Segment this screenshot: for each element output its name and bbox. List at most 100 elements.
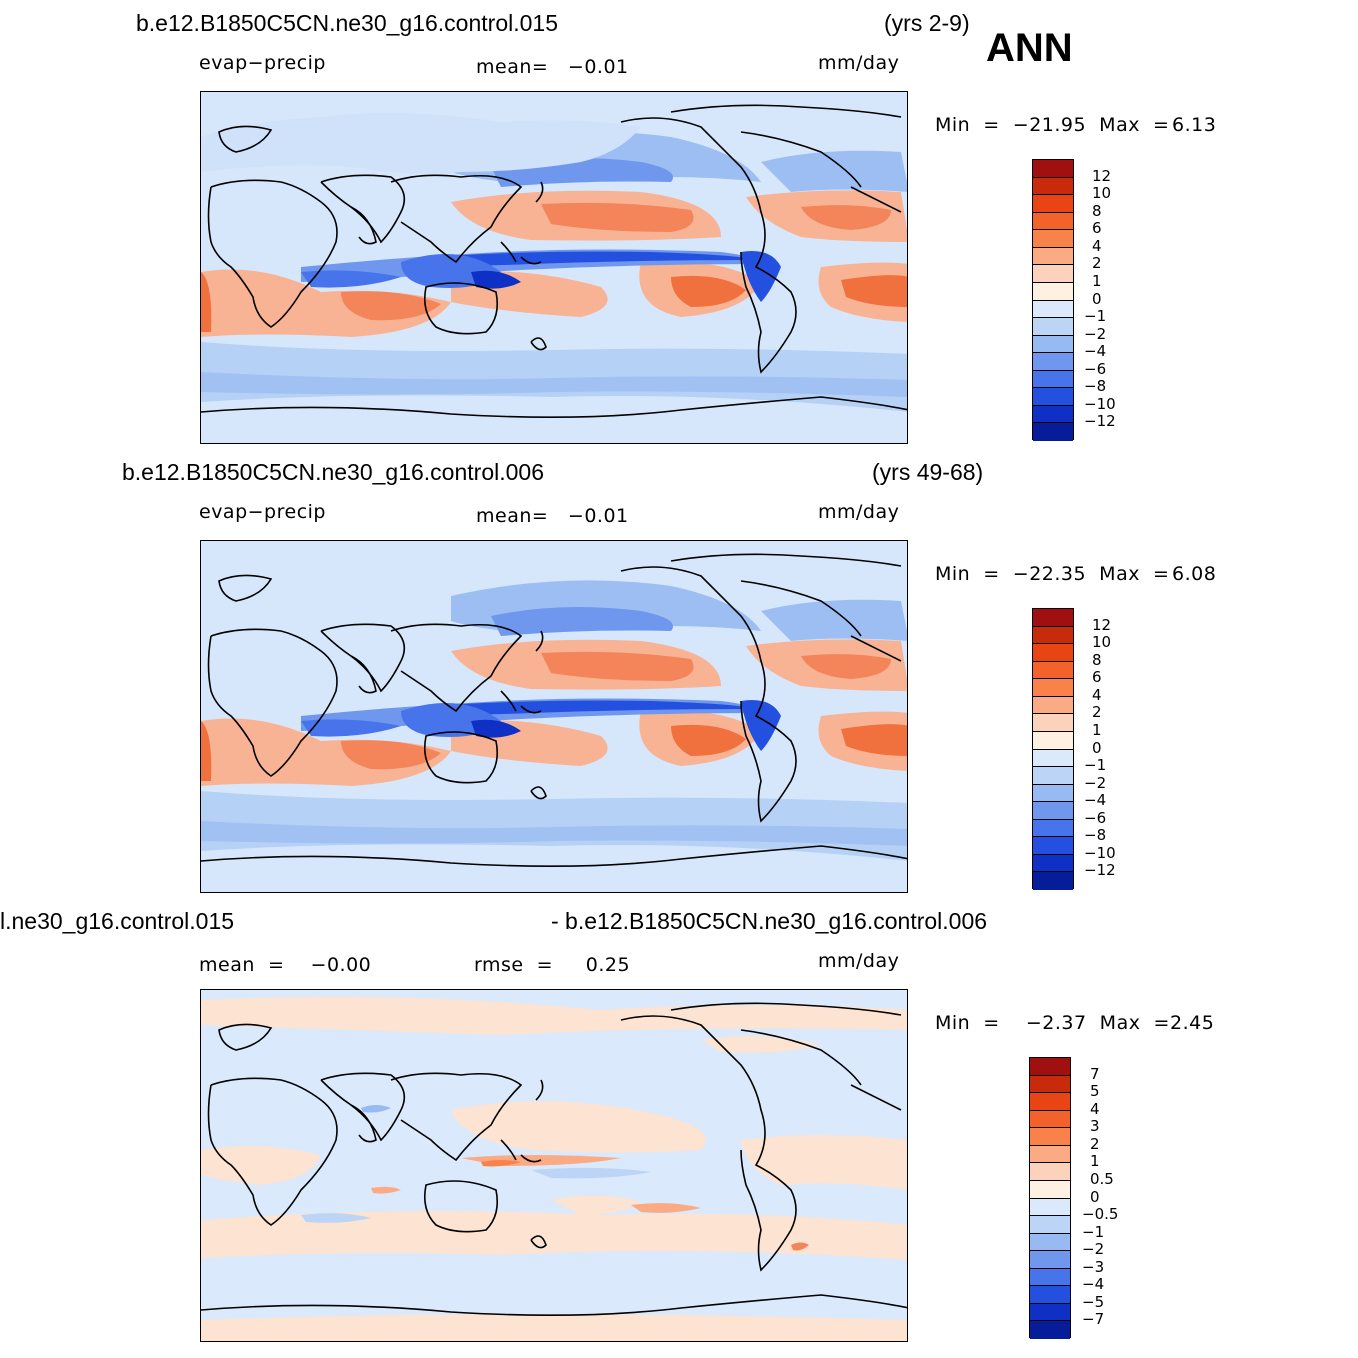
colorbar-swatch (1033, 837, 1073, 855)
panel2-max-value: 6.08 (1172, 563, 1217, 585)
colorbar-label: 6 (1092, 668, 1102, 687)
colorbar-swatch (1030, 1321, 1070, 1339)
colorbar-swatch (1033, 282, 1073, 301)
colorbar-label: 7 (1090, 1064, 1100, 1083)
panel1-colorbar (1032, 159, 1074, 441)
colorbar-swatch (1033, 731, 1073, 750)
panel3-units: mm/day (818, 950, 900, 972)
colorbar-swatch (1033, 160, 1073, 178)
panel2-colorbar (1032, 608, 1074, 890)
panel2-mean: mean= −0.01 (476, 505, 629, 527)
panel1-map (200, 91, 908, 444)
colorbar-label: 0 (1090, 1187, 1100, 1206)
colorbar-swatch (1033, 679, 1073, 697)
colorbar-swatch (1033, 714, 1073, 732)
colorbar-label: −1 (1084, 307, 1107, 326)
colorbar-label: 1 (1090, 1152, 1100, 1171)
panel1-years: (yrs 2-9) (884, 10, 970, 36)
colorbar-label: 0.5 (1090, 1169, 1114, 1188)
colorbar-swatch (1033, 644, 1073, 662)
panel2-map (200, 540, 908, 893)
panel3-contour-map (201, 990, 907, 1341)
season-label: ANN (986, 26, 1073, 70)
colorbar-label: −5 (1082, 1292, 1105, 1311)
panel1-units: mm/day (818, 52, 900, 74)
colorbar-label: −2 (1082, 1240, 1105, 1259)
colorbar-swatch (1033, 696, 1073, 715)
colorbar-swatch (1033, 300, 1073, 319)
colorbar-swatch (1033, 405, 1073, 424)
panel3-minmax: Min = −2.37 Max = (935, 1012, 1170, 1034)
colorbar-swatch (1033, 353, 1073, 371)
panel3-rmse: rmse = 0.25 (474, 954, 631, 976)
colorbar-label: 8 (1092, 650, 1102, 669)
colorbar-label: −2 (1084, 324, 1107, 343)
colorbar-swatch (1033, 247, 1073, 266)
colorbar-label: 0 (1092, 738, 1102, 757)
colorbar-swatch (1033, 212, 1073, 231)
colorbar-label: 2 (1090, 1134, 1100, 1153)
panel2-case-title: b.e12.B1850C5CN.ne30_g16.control.006 (122, 459, 544, 485)
panel3-max-value: 2.45 (1170, 1012, 1215, 1034)
colorbar-label: −10 (1084, 394, 1116, 413)
colorbar-swatch (1033, 802, 1073, 820)
panel3-colorbar (1029, 1057, 1071, 1339)
panel2-years: (yrs 49-68) (872, 459, 984, 485)
colorbar-label: 12 (1092, 615, 1112, 634)
colorbar-label: −6 (1084, 808, 1107, 827)
colorbar-label: −12 (1084, 861, 1116, 880)
colorbar-label: −8 (1084, 377, 1107, 396)
colorbar-label: 6 (1092, 219, 1102, 238)
colorbar-label: −4 (1082, 1275, 1105, 1294)
colorbar-swatch (1030, 1163, 1070, 1181)
colorbar-label: 12 (1092, 166, 1112, 185)
colorbar-label: −4 (1084, 342, 1107, 361)
colorbar-swatch (1030, 1251, 1070, 1269)
colorbar-label: 10 (1092, 633, 1112, 652)
colorbar-swatch (1030, 1198, 1070, 1217)
colorbar-swatch (1033, 661, 1073, 680)
colorbar-swatch (1033, 819, 1073, 838)
colorbar-label: −8 (1084, 826, 1107, 845)
colorbar-label: −2 (1084, 773, 1107, 792)
panel2-units: mm/day (818, 501, 900, 523)
colorbar-label: 10 (1092, 184, 1112, 203)
panel1-case-title: b.e12.B1850C5CN.ne30_g16.control.015 (136, 10, 558, 36)
colorbar-swatch (1030, 1128, 1070, 1146)
colorbar-label: −3 (1082, 1257, 1105, 1276)
colorbar-swatch (1033, 230, 1073, 248)
colorbar-swatch (1033, 388, 1073, 406)
colorbar-swatch (1030, 1286, 1070, 1304)
colorbar-swatch (1030, 1216, 1070, 1234)
colorbar-swatch (1033, 626, 1073, 645)
colorbar-label: 0 (1092, 289, 1102, 308)
colorbar-swatch (1033, 265, 1073, 283)
colorbar-label: −12 (1084, 412, 1116, 431)
colorbar-swatch (1030, 1180, 1070, 1199)
colorbar-label: 4 (1092, 685, 1102, 704)
colorbar-label: −1 (1082, 1222, 1105, 1241)
colorbar-label: 3 (1090, 1117, 1100, 1136)
panel1-mean: mean= −0.01 (476, 56, 629, 78)
colorbar-swatch (1033, 749, 1073, 768)
colorbar-label: 4 (1092, 236, 1102, 255)
colorbar-label: 8 (1092, 201, 1102, 220)
panel3-mean: mean = −0.00 (199, 954, 372, 976)
colorbar-swatch (1033, 370, 1073, 389)
colorbar-swatch (1030, 1093, 1070, 1111)
colorbar-label: 2 (1092, 703, 1102, 722)
panel3-case-title: l.ne30_g16.control.015 (0, 908, 235, 934)
colorbar-swatch (1033, 335, 1073, 354)
colorbar-label: 4 (1090, 1099, 1100, 1118)
colorbar-swatch (1033, 318, 1073, 336)
panel3-map (200, 989, 908, 1342)
colorbar-label: −6 (1084, 359, 1107, 378)
colorbar-label: −7 (1082, 1310, 1105, 1329)
panel1-contour-map (201, 92, 907, 443)
panel2-minmax: Min = −22.35 Max = (935, 563, 1170, 585)
panel1-max-value: 6.13 (1172, 114, 1217, 136)
colorbar-swatch (1033, 195, 1073, 213)
panel2-contour-map (201, 541, 907, 892)
colorbar-swatch (1030, 1075, 1070, 1094)
colorbar-swatch (1033, 767, 1073, 785)
